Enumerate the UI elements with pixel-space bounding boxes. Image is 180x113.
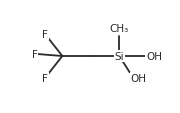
Text: OH: OH <box>146 52 162 61</box>
Text: F: F <box>42 73 48 83</box>
Text: CH₃: CH₃ <box>110 24 129 34</box>
Text: OH: OH <box>131 73 147 83</box>
Text: F: F <box>42 30 48 40</box>
Text: Si: Si <box>114 52 124 61</box>
Text: F: F <box>32 49 38 59</box>
